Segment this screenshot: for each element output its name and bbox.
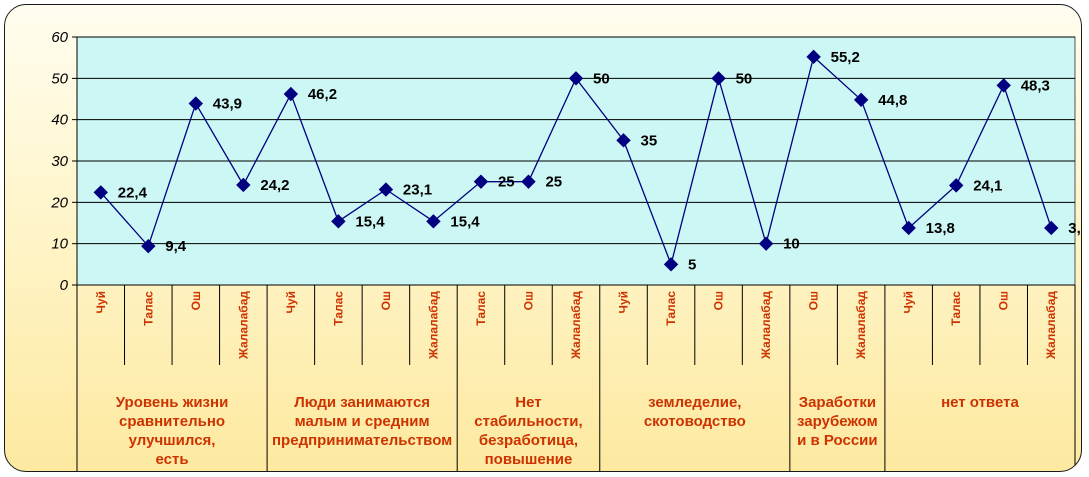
data-label: 5: [688, 256, 696, 273]
line-chart: 0 10 20 30 40 50 60 Чуй Талас Ош Жалалабад Чуй Талас…: [50, 29, 1082, 471]
data-label: 55,2: [831, 49, 860, 66]
x-tick-label: Чуй: [902, 291, 916, 313]
group-label: малым и средним: [295, 413, 430, 430]
data-point-marker: [188, 96, 204, 111]
x-tick-label: Жалалабад: [1044, 291, 1058, 360]
group-label: Заработки: [799, 394, 876, 411]
data-label: 10: [783, 236, 800, 253]
data-label: 24,2: [260, 177, 289, 194]
data-label: 23,1: [403, 182, 432, 199]
group-label: безработица,: [479, 432, 578, 449]
group-label: Уровень жизни: [116, 394, 229, 411]
x-tick-label: Талас: [474, 291, 488, 326]
x-tick-label: Талас: [664, 291, 678, 326]
x-tick-label: Ош: [189, 291, 203, 310]
data-point-marker: [568, 71, 584, 86]
data-point-marker: [948, 178, 964, 193]
data-point-marker: [236, 177, 251, 193]
x-tick-label: Жалалабад: [759, 291, 773, 360]
x-tick-label: Талас: [949, 291, 963, 326]
data-label: 48,3: [1021, 77, 1050, 94]
y-tick-label: 30: [51, 153, 68, 170]
y-tick-label: 50: [51, 70, 68, 87]
y-tick-label: 10: [51, 236, 68, 253]
data-point-marker: [283, 86, 299, 102]
group-label: улучшился,: [129, 432, 216, 449]
data-label: 46,2: [308, 86, 337, 103]
data-point-marker: [473, 174, 489, 189]
group-label: сравнительно: [119, 413, 225, 430]
x-tick-label: Ош: [379, 291, 393, 310]
x-tick-label: Жалалабад: [854, 291, 868, 360]
group-label: Люди занимаются: [294, 394, 430, 411]
data-point-marker: [663, 257, 679, 272]
group-label: Нет: [515, 394, 541, 411]
data-point-marker: [711, 71, 726, 86]
data-label: 43,9: [213, 96, 242, 113]
data-label: 35: [641, 132, 658, 149]
data-point-marker: [378, 182, 394, 197]
data-point-marker: [901, 220, 916, 236]
group-label: земледелие,: [648, 394, 741, 411]
data-point-marker: [806, 49, 821, 65]
x-tick-label: Ош: [997, 291, 1011, 310]
x-tick-label: Чуй: [284, 291, 298, 313]
group-label: скотоводство: [644, 413, 746, 430]
x-tick-label: Ош: [521, 291, 535, 310]
group-label: нет ответа: [941, 394, 1019, 411]
group-label: повышение: [485, 451, 573, 468]
data-label: 15,4: [355, 213, 385, 230]
data-point-marker: [853, 92, 869, 108]
group-label: зарубежом: [797, 413, 878, 430]
data-point-marker: [426, 214, 441, 229]
y-tick-label: 60: [51, 29, 68, 46]
y-tick-label: 0: [60, 277, 69, 294]
x-tick-label: Талас: [141, 291, 155, 326]
x-tick-label: Чуй: [617, 291, 631, 313]
data-point-marker: [521, 174, 536, 189]
group-label: стабильности,: [474, 413, 582, 430]
group-label: и в России: [797, 432, 878, 449]
y-tick-label: 40: [51, 112, 68, 129]
data-label: 44,8: [878, 92, 907, 109]
x-tick-label: Жалалабад: [236, 291, 250, 360]
data-point-marker: [141, 238, 156, 254]
data-point-marker: [93, 185, 108, 200]
data-point-marker: [758, 236, 774, 251]
data-point-marker: [996, 78, 1011, 93]
x-tick-label: Жалалабад: [569, 291, 583, 360]
data-label: 3,8: [1068, 220, 1082, 237]
group-label: предпринимательством: [272, 432, 452, 449]
data-label: 50: [593, 70, 610, 87]
data-label: 9,4: [165, 238, 187, 255]
data-label: 15,4: [450, 213, 480, 230]
data-point-marker: [1044, 220, 1059, 236]
chart-frame: 0 10 20 30 40 50 60 Чуй Талас Ош Жалалабад Чуй Талас…: [4, 4, 1082, 472]
data-label: 24,1: [973, 177, 1002, 194]
data-point-marker: [331, 214, 346, 229]
group-label: есть: [156, 451, 189, 468]
data-point-marker: [616, 133, 631, 148]
x-tick-label: Чуй: [94, 291, 108, 313]
x-tick-label: Талас: [331, 291, 345, 326]
x-tick-label: Ош: [807, 291, 821, 310]
data-label: 25: [498, 174, 515, 191]
data-label: 13,8: [926, 220, 955, 237]
data-label: 25: [545, 174, 562, 191]
x-tick-label: Жалалабад: [426, 291, 440, 360]
data-label: 22,4: [118, 184, 148, 201]
data-label: 50: [736, 70, 753, 87]
x-tick-label: Ош: [712, 291, 726, 310]
y-tick-label: 20: [50, 194, 68, 211]
